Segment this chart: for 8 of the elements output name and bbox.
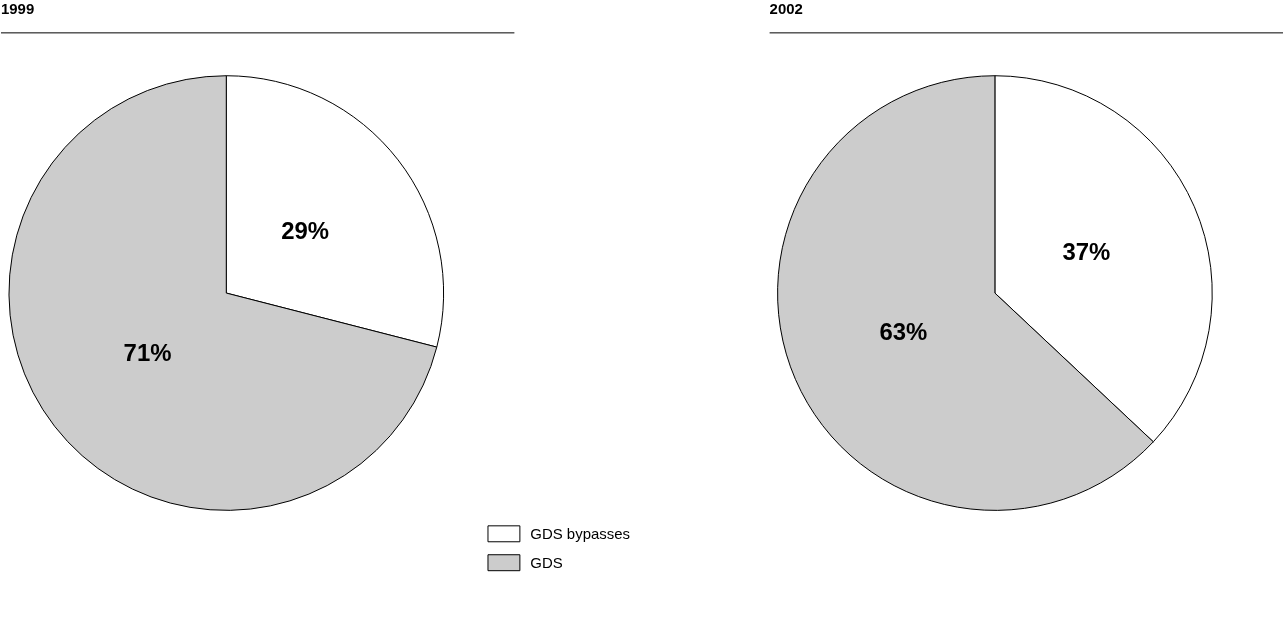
- data-label: 37%: [1062, 238, 1111, 266]
- data-label: 29%: [281, 216, 329, 244]
- data-label: 71%: [123, 339, 172, 367]
- chart-title: 1999: [1, 0, 35, 17]
- legend-label: GDS: [530, 553, 563, 571]
- legend-label: GDS bypasses: [530, 524, 630, 542]
- chart-title: 2002: [769, 0, 803, 17]
- data-label: 63%: [879, 317, 928, 345]
